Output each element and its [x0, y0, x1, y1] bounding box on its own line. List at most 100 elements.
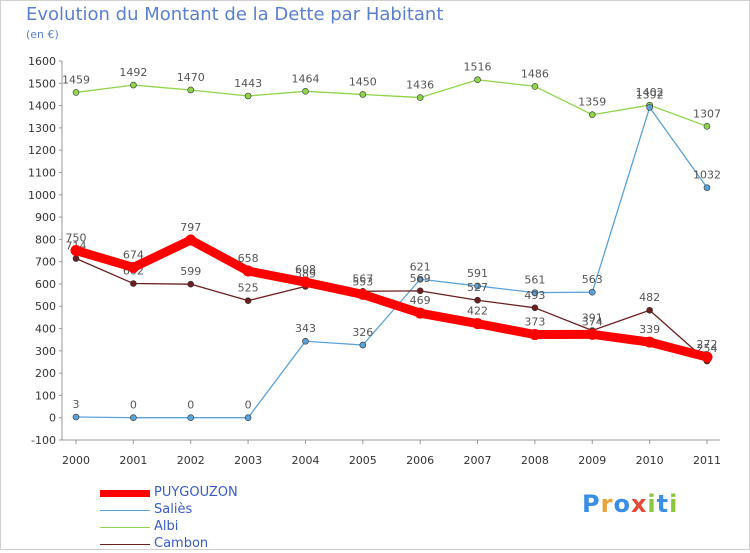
legend-label-puygouzon: PUYGOUZON	[154, 485, 238, 500]
y-tick-label: 700	[35, 256, 56, 269]
x-tick-label: 2010	[636, 454, 664, 467]
logo-letter: P	[582, 490, 601, 518]
series-line-puygouzon	[71, 235, 712, 362]
data-point-puygouzon	[472, 318, 484, 330]
data-point-albi	[130, 81, 137, 89]
data-point-puygouzon	[357, 288, 369, 300]
logo-letter: i	[669, 490, 679, 518]
data-label-albi: 1436	[406, 79, 434, 92]
data-label-albi: 1307	[693, 107, 721, 120]
y-tick-label: 400	[35, 323, 56, 336]
series-line-cambon	[75, 257, 708, 362]
data-label-puygouzon: 750	[66, 232, 87, 245]
data-point-salis	[187, 414, 195, 422]
data-point-salis	[703, 184, 711, 191]
data-point-cambon	[474, 296, 481, 304]
y-tick-label: 1000	[28, 189, 56, 202]
x-tick-label: 2007	[464, 454, 492, 467]
data-label-cambon: 567	[352, 272, 373, 285]
data-label-puygouzon: 674	[123, 248, 144, 261]
data-label-albi: 1516	[464, 61, 492, 74]
data-point-puygouzon	[299, 276, 311, 288]
data-label-puygouzon: 608	[295, 263, 316, 276]
y-tick-label: 1400	[28, 100, 56, 113]
y-tick-label: 600	[35, 278, 56, 291]
data-label-puygouzon: 374	[582, 315, 603, 328]
data-point-cambon	[187, 280, 195, 288]
x-tick-label: 2006	[406, 454, 434, 467]
data-label-albi: 1464	[291, 72, 319, 85]
data-point-puygouzon	[644, 336, 656, 348]
data-label-salis: 0	[245, 399, 252, 412]
legend-swatch-cambon	[100, 544, 150, 545]
y-tick-label: 900	[35, 211, 56, 224]
data-label-puygouzon: 422	[467, 305, 488, 318]
data-label-puygouzon: 797	[180, 221, 201, 234]
y-tick-label: 1300	[28, 122, 56, 135]
y-tick-label: 500	[35, 300, 56, 313]
data-point-puygouzon	[586, 328, 598, 340]
data-point-cambon	[531, 304, 539, 312]
data-label-cambon: 527	[467, 281, 488, 294]
data-label-salis: 621	[410, 260, 431, 273]
data-label-salis: 0	[130, 399, 137, 412]
data-point-cambon	[646, 306, 653, 314]
logo-letter: o	[613, 490, 631, 518]
data-point-puygouzon	[701, 351, 713, 363]
data-label-albi: 1443	[234, 77, 262, 90]
data-label-cambon: 525	[238, 282, 259, 295]
data-label-albi: 1459	[62, 73, 90, 86]
x-tick-label: 2000	[62, 454, 90, 467]
data-label-salis: 0	[187, 399, 194, 412]
data-label-salis: 326	[352, 326, 373, 339]
legend-label-salies: Saliès	[154, 502, 193, 517]
data-label-puygouzon: 339	[639, 323, 660, 336]
data-label-puygouzon: 272	[697, 338, 718, 351]
data-label-salis: 343	[295, 322, 316, 335]
data-point-albi	[72, 89, 80, 96]
y-tick-label: -100	[31, 434, 56, 447]
y-tick-label: 1100	[28, 166, 56, 179]
data-label-puygouzon: 469	[410, 294, 431, 307]
data-point-puygouzon	[414, 307, 426, 319]
data-point-albi	[531, 83, 539, 90]
data-label-salis: 591	[467, 267, 488, 280]
data-label-cambon: 569	[410, 272, 431, 285]
data-label-puygouzon: 373	[524, 316, 545, 329]
y-tick-label: 1600	[28, 55, 56, 68]
data-label-salis: 1032	[693, 169, 721, 182]
x-tick-label: 2011	[693, 454, 721, 467]
y-tick-label: 0	[49, 412, 56, 425]
data-label-albi: 1492	[119, 66, 147, 79]
x-tick-label: 2001	[119, 454, 147, 467]
data-label-puygouzon: 658	[238, 252, 259, 265]
proxiti-logo: Proxiti	[582, 490, 678, 518]
data-point-puygouzon	[185, 234, 197, 246]
data-point-salis	[72, 413, 80, 421]
data-point-salis	[244, 414, 252, 422]
data-label-salis: 561	[524, 274, 545, 287]
data-point-albi	[187, 86, 195, 94]
data-point-puygouzon	[127, 261, 139, 273]
data-point-albi	[416, 94, 424, 101]
data-point-salis	[130, 414, 137, 422]
data-label-albi: 1470	[177, 71, 205, 84]
data-point-albi	[302, 88, 309, 95]
chart-subtitle: (en €)	[26, 28, 59, 41]
y-tick-label: 1500	[28, 77, 56, 90]
data-point-puygouzon	[529, 329, 541, 341]
data-point-cambon	[244, 297, 252, 304]
legend-swatch-puygouzon	[100, 490, 150, 497]
data-label-cambon: 599	[180, 265, 201, 278]
data-point-cambon	[416, 287, 424, 295]
data-point-salis	[588, 288, 596, 296]
x-tick-label: 2002	[177, 454, 205, 467]
x-tick-label: 2008	[521, 454, 549, 467]
legend-swatch-albi	[100, 527, 150, 528]
legend-swatch-salies	[100, 510, 150, 511]
logo-letter: t	[656, 490, 670, 518]
data-label-cambon: 493	[524, 289, 545, 302]
data-label-albi: 1359	[578, 96, 606, 109]
